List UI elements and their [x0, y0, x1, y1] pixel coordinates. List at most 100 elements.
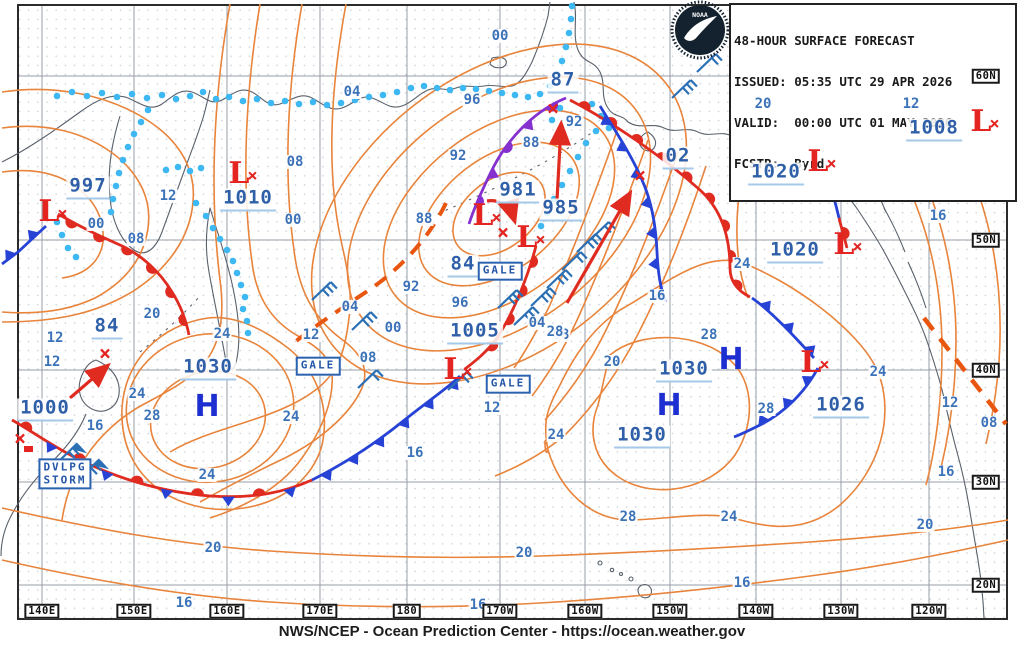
ice-edge-dot — [143, 94, 151, 102]
front-pip — [46, 441, 58, 453]
ice-edge-dot — [420, 82, 428, 90]
front-pip — [252, 488, 266, 496]
front-pip — [721, 219, 731, 233]
ice-edge-dot — [558, 57, 566, 65]
ice-edge-dot — [253, 95, 261, 103]
noaa-logo-text: NOAA — [692, 11, 708, 19]
ice-edge-dot — [433, 84, 441, 92]
wind-barb — [447, 371, 474, 391]
ice-edge-dot — [172, 95, 180, 103]
ice-edge-dot — [233, 269, 241, 277]
ice-edge-dot — [237, 281, 245, 289]
ice-edge-dot — [558, 181, 566, 189]
forecast-valid: VALID: 00:00 UTC 01 MAY 2026 — [734, 115, 953, 130]
ice-edge-dot — [209, 224, 217, 232]
front-pip — [130, 475, 144, 484]
ice-edge-dot — [68, 88, 76, 96]
ice-edge-dot — [337, 99, 345, 107]
front-pip — [373, 435, 385, 448]
wind-barb — [351, 311, 378, 331]
front-pip — [121, 245, 134, 256]
ice-edge-dot — [58, 231, 66, 239]
forecast-title: 48-HOUR SURFACE FORECAST — [734, 32, 915, 48]
ice-edge-dot — [511, 91, 519, 99]
ice-edge-dot — [459, 84, 467, 92]
ice-edge-dot — [574, 153, 582, 161]
ice-edge-dot — [562, 43, 570, 51]
forecast-info-box: 48-HOUR SURFACE FORECAST ISSUED: 05:35 U… — [729, 3, 1017, 202]
ice-edge-dot — [267, 99, 275, 107]
ice-edge-dot — [446, 86, 454, 94]
wind-barb — [357, 369, 384, 389]
ice-edge-dot — [281, 97, 289, 105]
front-pip — [101, 469, 114, 481]
ice-edge-dot — [53, 92, 61, 100]
ice-edge-dot — [548, 116, 556, 124]
wind-barb — [497, 289, 524, 309]
ice-edge-dot — [162, 166, 170, 174]
ice-edge-dot — [53, 218, 61, 226]
ice-edge-dot — [605, 124, 613, 132]
front-pip — [704, 192, 716, 205]
ice-edge-dot — [365, 93, 373, 101]
ice-edge-dot — [174, 163, 182, 171]
front-pip — [422, 398, 434, 410]
ice-edge-dot — [295, 100, 303, 108]
front-pip — [160, 488, 174, 500]
front-pip — [758, 414, 770, 426]
front-pip — [841, 226, 850, 240]
ice-edge-dot — [566, 167, 574, 175]
front-pip — [522, 118, 534, 131]
ice-edge-dot — [524, 93, 532, 101]
ice-edge-dot — [543, 209, 551, 217]
ice-edge-dot — [485, 87, 493, 95]
front-pip — [801, 376, 814, 387]
ice-edge-dot — [241, 293, 249, 301]
front-pip — [681, 171, 693, 183]
ice-edge-dot — [137, 118, 145, 126]
ice-edge-dot — [582, 139, 590, 147]
ice-edge-dot — [192, 199, 200, 207]
ice-edge-dot — [158, 91, 166, 99]
front-pip — [546, 101, 559, 112]
ice-edge-dot — [536, 90, 544, 98]
wind-barb — [530, 287, 557, 307]
wind-barb — [671, 79, 698, 99]
ice-edge-dot — [199, 88, 207, 96]
ice-edge-dot — [128, 90, 136, 98]
ice-edge-dot — [72, 253, 80, 261]
warm-front — [57, 212, 191, 336]
front-pip — [782, 397, 795, 410]
ice-edge-dot — [83, 92, 91, 100]
ice-edge-dot — [498, 89, 506, 97]
ice-edge-dot — [130, 130, 138, 138]
ice-edge-dot — [567, 15, 575, 23]
front-pip — [178, 313, 187, 326]
ice-edge-dot — [379, 91, 387, 99]
ice-edge-dot — [565, 29, 573, 37]
front-pip — [640, 196, 652, 209]
front-pip — [20, 421, 33, 432]
ice-edge-dot — [309, 98, 317, 106]
ice-edge-dot — [115, 169, 123, 177]
forecast-issued: ISSUED: 05:35 UTC 29 APR 2026 — [734, 73, 953, 89]
front-pip — [27, 229, 40, 242]
front-pip — [631, 134, 644, 145]
ice-edge-dot — [407, 84, 415, 92]
wind-barb — [57, 442, 88, 463]
cold-front — [751, 296, 816, 359]
ice-edge-dot — [243, 317, 251, 325]
wind-barb — [561, 251, 588, 271]
front-pip — [502, 141, 513, 154]
front-pip — [731, 279, 743, 291]
movement-arrows — [68, 119, 633, 400]
ice-edge-dot — [107, 208, 115, 216]
front-pip — [782, 322, 794, 334]
front-pip — [648, 257, 659, 271]
wind-barb — [546, 269, 573, 289]
ice-edge-dot — [239, 305, 247, 313]
front-pip — [65, 218, 78, 229]
ice-edge-dot — [588, 100, 596, 108]
stationary-front — [11, 418, 313, 499]
wind-barb — [696, 53, 723, 73]
